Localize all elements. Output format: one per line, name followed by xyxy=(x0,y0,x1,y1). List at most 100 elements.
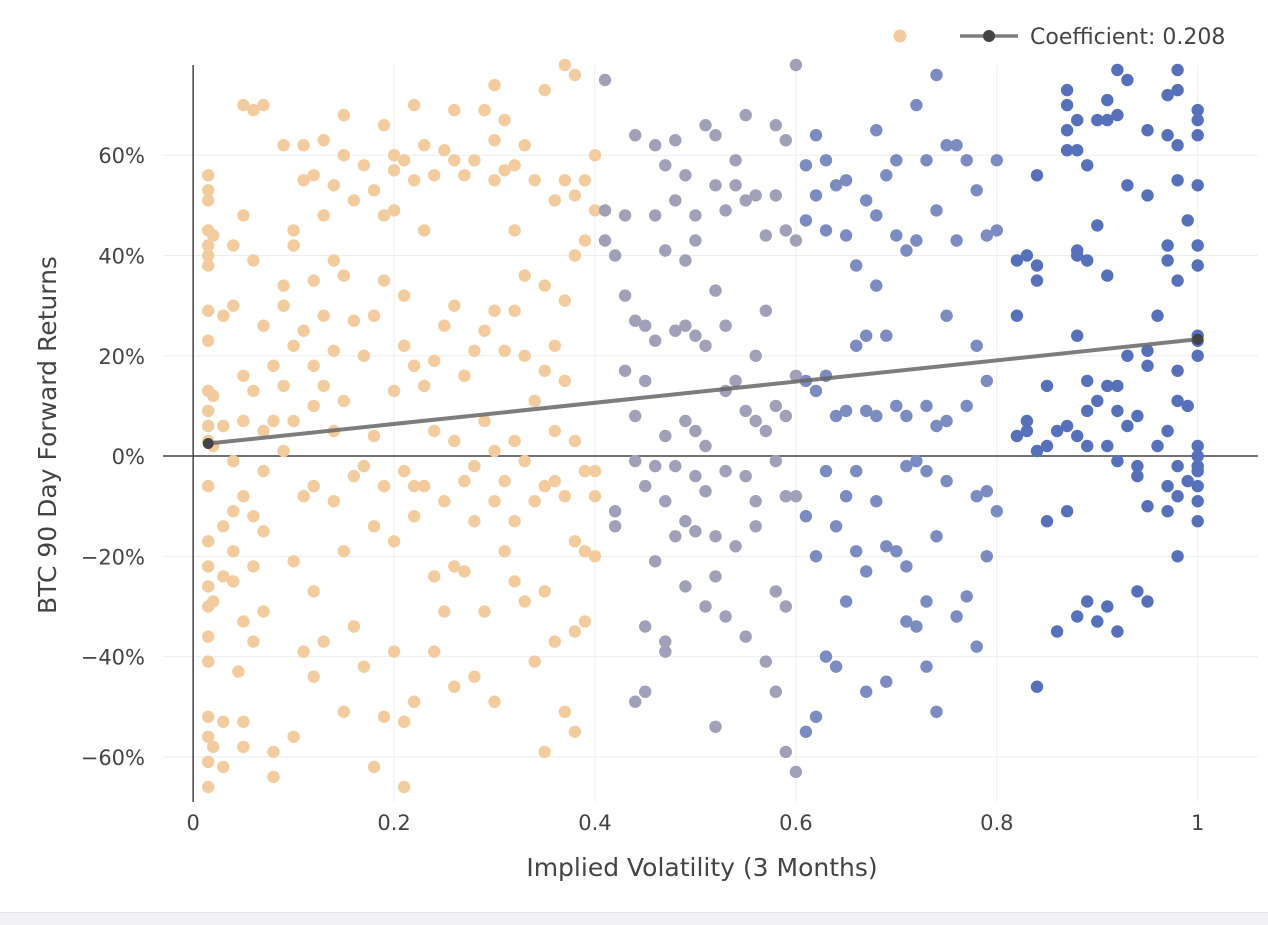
scatter-point-0-127 xyxy=(387,535,401,548)
scatter-point-0-74 xyxy=(287,414,300,428)
scatter-point-3-86 xyxy=(1181,474,1194,488)
scatter-point-0-208 xyxy=(548,424,561,438)
scatter-point-3-64 xyxy=(1141,595,1154,608)
scatter-point-1-9 xyxy=(629,129,642,142)
scatter-point-0-40 xyxy=(227,575,240,588)
scatter-point-3-49 xyxy=(1111,454,1124,468)
scatter-point-2-22 xyxy=(839,490,853,503)
scatter-point-1-1 xyxy=(598,204,612,217)
scatter-point-3-39 xyxy=(1101,93,1114,107)
scatter-point-1-2 xyxy=(598,234,612,247)
scatter-point-2-64 xyxy=(930,705,943,718)
scatter-point-2-33 xyxy=(870,124,883,137)
scatter-point-0-192 xyxy=(518,269,531,282)
scatter-point-0-178 xyxy=(488,495,501,508)
scatter-point-2-14 xyxy=(819,650,833,663)
scatter-point-0-69 xyxy=(277,379,290,393)
scatter-point-1-15 xyxy=(639,374,652,388)
scatter-point-1-78 xyxy=(759,304,772,317)
scatter-point-3-79 xyxy=(1171,364,1184,377)
regression-start-marker xyxy=(202,438,214,450)
scatter-point-0-230 xyxy=(588,204,602,217)
scatter-point-3-12 xyxy=(1040,439,1054,453)
scatter-point-2-46 xyxy=(900,244,913,257)
scatter-point-0-58 xyxy=(257,424,270,438)
scatter-point-0-105 xyxy=(347,194,361,207)
scatter-point-3-73 xyxy=(1161,505,1174,518)
scatter-point-2-0 xyxy=(799,159,813,172)
scatter-point-0-212 xyxy=(558,174,571,187)
scatter-point-0-95 xyxy=(327,254,340,267)
x-axis-tick-labels: 0 0.2 0.4 0.6 0.8 1 xyxy=(186,811,1204,835)
scatter-point-3-17 xyxy=(1060,98,1074,112)
scatter-point-3-4 xyxy=(1020,414,1034,428)
scatter-point-2-85 xyxy=(990,505,1003,518)
scatter-point-1-42 xyxy=(689,234,702,247)
scatter-point-0-187 xyxy=(508,304,521,317)
scatter-point-1-16 xyxy=(639,479,652,493)
scatter-point-3-27 xyxy=(1071,429,1084,443)
legend-scatter-marker[interactable] xyxy=(893,29,907,43)
scatter-point-0-210 xyxy=(548,635,561,648)
scatter-point-3-23 xyxy=(1071,144,1084,157)
scatter-point-3-66 xyxy=(1151,439,1164,453)
scatter-point-3-14 xyxy=(1050,424,1064,438)
scatter-point-2-67 xyxy=(940,414,953,428)
scatter-point-0-73 xyxy=(287,339,300,352)
scatter-point-3-90 xyxy=(1191,179,1204,192)
scatter-point-1-45 xyxy=(689,469,702,483)
scatter-point-0-119 xyxy=(377,209,391,222)
scatter-point-0-215 xyxy=(558,490,571,503)
scatter-point-1-97 xyxy=(789,765,803,779)
scatter-point-1-88 xyxy=(779,224,792,237)
scatter-point-0-229 xyxy=(588,149,602,162)
scatter-point-1-84 xyxy=(769,454,782,468)
scatter-point-1-32 xyxy=(669,324,682,337)
scatter-point-0-30 xyxy=(217,419,230,433)
scatter-point-1-35 xyxy=(679,169,692,182)
scatter-point-3-2 xyxy=(1010,429,1024,443)
scatter-point-0-7 xyxy=(202,304,215,317)
scatter-point-1-55 xyxy=(709,530,722,543)
scatter-point-3-42 xyxy=(1101,379,1114,393)
scatter-point-1-27 xyxy=(659,495,672,508)
scatter-point-2-50 xyxy=(900,615,913,628)
scatter-point-0-214 xyxy=(558,374,571,388)
scatter-point-0-91 xyxy=(317,309,330,322)
scatter-point-0-144 xyxy=(418,479,431,493)
scatter-point-3-53 xyxy=(1121,349,1134,362)
scatter-point-2-68 xyxy=(940,474,953,488)
scatter-point-0-33 xyxy=(217,715,230,728)
scatter-point-0-49 xyxy=(237,740,250,754)
scatter-point-0-219 xyxy=(568,249,582,262)
scatter-point-0-10 xyxy=(202,404,215,418)
scatter-point-0-202 xyxy=(538,364,551,377)
scatter-point-1-30 xyxy=(669,134,682,147)
scatter-point-3-70 xyxy=(1161,254,1174,267)
legend-regression-marker[interactable] xyxy=(983,30,995,42)
scatter-point-3-101 xyxy=(1191,495,1204,508)
scatter-point-0-186 xyxy=(508,224,521,237)
scatter-point-0-66 xyxy=(277,139,290,152)
legend[interactable]: Coefficient: 0.208 xyxy=(893,25,1226,50)
scatter-point-3-97 xyxy=(1191,449,1204,463)
scatter-point-3-63 xyxy=(1141,500,1154,513)
legend-regression-label[interactable]: Coefficient: 0.208 xyxy=(1030,25,1225,50)
scatter-point-0-110 xyxy=(357,349,371,362)
scatter-point-3-102 xyxy=(1191,515,1204,528)
scatter-point-0-232 xyxy=(588,550,602,563)
x-tick-label-2: 0.4 xyxy=(578,811,611,835)
scatter-point-1-26 xyxy=(659,429,672,443)
scatter-point-0-223 xyxy=(568,725,582,738)
scatter-point-3-58 xyxy=(1131,585,1144,598)
scatter-point-3-11 xyxy=(1040,379,1054,393)
scatter-point-0-107 xyxy=(347,469,361,483)
scatter-point-0-44 xyxy=(237,369,250,382)
scatter-point-1-12 xyxy=(629,454,642,468)
scatter-point-2-54 xyxy=(910,620,923,633)
scatter-point-0-1 xyxy=(202,184,215,197)
scatter-point-2-34 xyxy=(870,209,883,222)
scatter-point-0-106 xyxy=(347,314,361,327)
scatter-point-0-61 xyxy=(257,605,270,618)
scatter-point-2-73 xyxy=(960,399,973,413)
